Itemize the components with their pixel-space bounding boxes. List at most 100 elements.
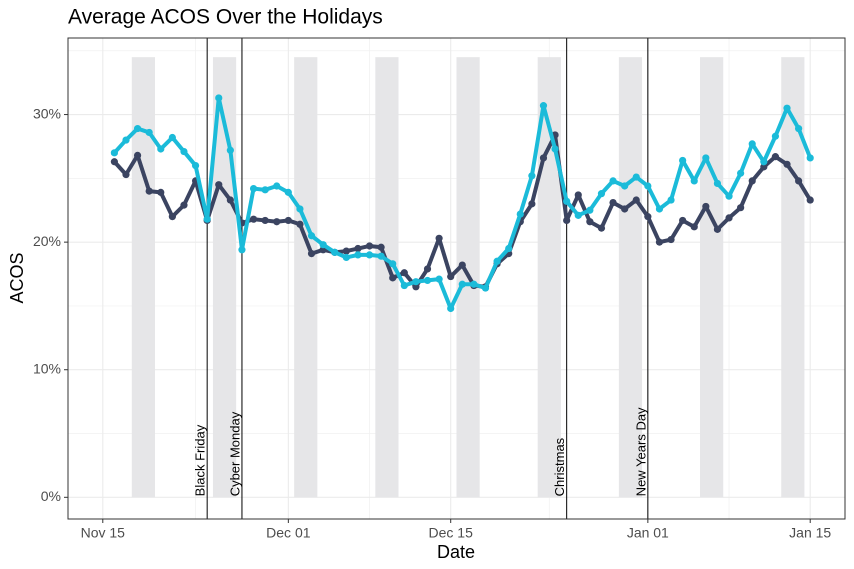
data-point: [586, 218, 594, 226]
data-point: [110, 149, 118, 157]
data-point: [771, 132, 780, 140]
y-tick-label: 20%: [33, 233, 61, 249]
data-point: [377, 252, 385, 260]
data-point: [690, 223, 698, 231]
data-point: [249, 184, 258, 193]
data-point: [249, 215, 258, 223]
data-point: [157, 188, 165, 196]
data-point: [690, 177, 698, 185]
data-point: [771, 153, 780, 161]
data-point: [215, 94, 223, 102]
data-point: [783, 160, 791, 168]
event-label: Christmas: [552, 437, 567, 496]
data-point: [539, 154, 548, 162]
data-point: [145, 128, 153, 137]
data-point: [725, 214, 733, 222]
data-point: [145, 187, 153, 195]
chart-title: Average ACOS Over the Holidays: [68, 6, 383, 29]
data-point: [795, 177, 803, 185]
data-point: [133, 151, 142, 159]
data-point: [795, 124, 803, 133]
data-point: [574, 191, 582, 199]
weekend-band: [375, 57, 399, 498]
data-point: [203, 215, 211, 223]
data-point: [458, 261, 466, 269]
data-point: [586, 206, 594, 214]
data-point: [331, 248, 339, 256]
data-point: [528, 172, 536, 180]
data-point: [737, 204, 745, 212]
data-point: [226, 196, 234, 204]
event-label: New Years Day: [633, 407, 648, 496]
data-point: [423, 276, 432, 285]
data-point: [725, 192, 733, 200]
data-point: [655, 205, 664, 213]
x-tick-label: Dec 15: [429, 525, 474, 541]
weekend-band: [781, 57, 805, 498]
data-point: [713, 225, 722, 233]
data-point: [180, 147, 188, 156]
data-point: [412, 278, 420, 286]
data-point: [493, 257, 501, 265]
y-axis-label: ACOS: [7, 252, 27, 303]
data-point: [307, 232, 316, 240]
data-point: [505, 244, 513, 253]
data-point: [528, 200, 536, 208]
data-point: [644, 182, 652, 190]
data-point: [516, 210, 524, 218]
data-point: [122, 170, 130, 179]
data-point: [191, 161, 200, 170]
data-point: [667, 235, 675, 244]
data-point: [365, 242, 374, 250]
data-point: [655, 238, 664, 246]
data-point: [644, 213, 652, 221]
data-point: [551, 145, 559, 153]
data-point: [296, 220, 304, 228]
data-point: [215, 181, 223, 189]
data-point: [702, 202, 710, 211]
data-point: [621, 182, 629, 190]
x-tick-label: Jan 01: [627, 525, 669, 541]
data-point: [342, 247, 350, 255]
data-point: [574, 211, 582, 219]
data-point: [400, 281, 408, 290]
data-point: [296, 205, 304, 213]
event-label: Cyber Monday: [227, 411, 242, 496]
data-point: [122, 136, 130, 144]
weekend-band: [294, 57, 318, 498]
data-point: [609, 177, 617, 185]
data-point: [354, 251, 362, 259]
data-point: [806, 196, 814, 204]
weekend-band: [618, 57, 643, 498]
weekend-band: [537, 57, 561, 498]
data-point: [621, 205, 629, 213]
data-point: [563, 197, 571, 205]
y-tick-label: 0%: [41, 488, 61, 504]
data-point: [563, 216, 571, 225]
data-point: [307, 250, 316, 258]
data-point: [110, 158, 118, 166]
y-tick-label: 10%: [33, 360, 61, 376]
data-point: [667, 196, 675, 204]
data-point: [377, 243, 385, 251]
data-point: [632, 173, 640, 181]
data-point: [354, 244, 362, 253]
data-point: [597, 224, 606, 232]
data-point: [679, 216, 687, 225]
data-point: [539, 102, 548, 110]
data-point: [157, 145, 165, 153]
event-label: Black Friday: [193, 424, 208, 496]
data-point: [435, 275, 443, 283]
data-point: [180, 201, 188, 209]
data-point: [447, 304, 455, 313]
data-point: [713, 179, 722, 188]
x-axis-label: Date: [437, 542, 475, 562]
data-point: [261, 186, 269, 194]
y-tick-label: 30%: [33, 105, 61, 121]
x-tick-label: Dec 01: [266, 525, 311, 541]
weekend-band: [700, 57, 724, 498]
data-point: [458, 280, 466, 288]
data-point: [435, 234, 443, 242]
data-point: [737, 169, 745, 177]
